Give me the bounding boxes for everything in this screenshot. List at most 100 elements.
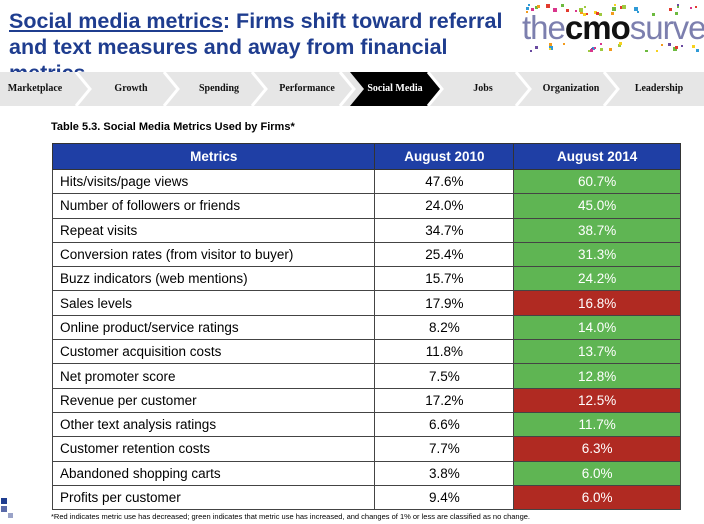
section-nav-arrows xyxy=(74,72,620,106)
logo-dot xyxy=(586,13,588,15)
table-row: Profits per customer 9.4% 6.0% xyxy=(51,484,681,511)
nav-active-arrow xyxy=(350,72,442,106)
header-august-2014: August 2014 xyxy=(513,143,681,170)
logo-dot xyxy=(652,13,655,16)
metric-name: Number of followers or friends xyxy=(51,193,376,219)
logo-dot xyxy=(526,11,528,13)
logo-dot xyxy=(661,44,663,46)
value-august-2014: 45.0% xyxy=(513,193,681,219)
section-nav: Marketplace Growth Spending Performance Soci… xyxy=(0,72,704,106)
nav-tab-organization[interactable]: Organization xyxy=(542,83,600,94)
nav-tab-growth[interactable]: Growth xyxy=(114,83,148,94)
logo-dot xyxy=(590,49,593,52)
nav-tab-social-media[interactable]: Social Media xyxy=(367,83,423,94)
metric-name: Online product/service ratings xyxy=(51,314,376,341)
logo-dot xyxy=(609,48,612,51)
table-row: Customer acquisition costs 11.8% 13.7% xyxy=(51,339,681,365)
logo-dot xyxy=(692,45,695,48)
table-row: Other text analysis ratings 6.6% 11.7% xyxy=(51,411,681,438)
metric-name: Abandoned shopping carts xyxy=(51,460,376,486)
logo-dot xyxy=(599,13,602,16)
metric-name: Revenue per customer xyxy=(51,387,376,413)
value-august-2010: 9.4% xyxy=(374,484,515,511)
logo-dot xyxy=(669,8,672,11)
logo-dot xyxy=(622,5,626,9)
logo-dot xyxy=(537,5,540,8)
logo-dot xyxy=(634,7,638,11)
nav-tab-performance[interactable]: Performance xyxy=(279,83,335,94)
logo-dot xyxy=(580,11,583,14)
value-august-2010: 6.6% xyxy=(374,411,515,438)
table-row: Number of followers or friends 24.0% 45.0% xyxy=(51,193,681,219)
nav-tab-jobs[interactable]: Jobs xyxy=(473,83,493,94)
logo-dot xyxy=(553,8,557,12)
value-august-2010: 24.0% xyxy=(374,193,515,219)
logo-dot xyxy=(546,4,550,8)
metric-name: Buzz indicators (web mentions) xyxy=(51,266,376,292)
table-row: Customer retention costs 7.7% 6.3% xyxy=(51,436,681,462)
value-august-2014: 12.5% xyxy=(513,387,681,413)
metric-name: Sales levels xyxy=(51,290,376,316)
logo-text-the: the xyxy=(522,9,566,46)
metric-name: Customer retention costs xyxy=(51,436,376,462)
table-row: Sales levels 17.9% 16.8% xyxy=(51,290,681,316)
table-row: Net promoter score 7.5% 12.8% xyxy=(51,363,681,389)
value-august-2010: 7.7% xyxy=(374,436,515,462)
logo-dot xyxy=(656,50,658,52)
value-august-2014: 24.2% xyxy=(513,266,681,292)
metric-name: Net promoter score xyxy=(51,363,376,389)
table-row: Abandoned shopping carts 3.8% 6.0% xyxy=(51,460,681,486)
logo-dot xyxy=(596,12,599,15)
table-row: Repeat visits 34.7% 38.7% xyxy=(51,217,681,243)
logo-dot xyxy=(594,47,596,49)
logo-dots-graphic xyxy=(526,4,699,52)
nav-tab-leadership[interactable]: Leadership xyxy=(634,83,684,94)
logo-dot xyxy=(695,6,697,8)
nav-tab-marketplace[interactable]: Marketplace xyxy=(7,83,63,94)
value-august-2014: 13.7% xyxy=(513,339,681,365)
value-august-2014: 6.3% xyxy=(513,436,681,462)
value-august-2010: 8.2% xyxy=(374,314,515,341)
logo-dot xyxy=(584,6,586,8)
slide-title-highlight: Social media metrics xyxy=(9,9,223,33)
logo-dot xyxy=(681,45,683,47)
logo-dot xyxy=(535,6,538,9)
logo-dot xyxy=(592,47,595,50)
logo-dot xyxy=(696,49,699,52)
value-august-2014: 60.7% xyxy=(513,168,681,195)
logo-dot xyxy=(600,43,602,45)
logo-dot xyxy=(566,9,569,12)
slide-title: Social media metrics: Firms shift toward… xyxy=(9,8,519,86)
table-row: Online product/service ratings 8.2% 14.0% xyxy=(51,314,681,341)
table-row: Hits/visits/page views 47.6% 60.7% xyxy=(51,168,681,195)
metric-name: Conversion rates (from visitor to buyer) xyxy=(51,241,376,268)
logo-dot xyxy=(612,7,616,11)
nav-separator-chevron xyxy=(74,72,92,106)
table-header-row: Metrics August 2010 August 2014 xyxy=(51,143,681,170)
nav-tab-spending[interactable]: Spending xyxy=(198,83,240,94)
logo-dot xyxy=(563,43,565,45)
metric-name: Hits/visits/page views xyxy=(51,168,376,195)
logo-dot xyxy=(530,50,532,52)
logo-dot xyxy=(677,4,679,6)
value-august-2014: 11.7% xyxy=(513,411,681,438)
nav-separator-chevron xyxy=(338,72,356,106)
table-caption: Table 5.3. Social Media Metrics Used by … xyxy=(51,121,295,133)
logo-dot xyxy=(561,4,564,7)
value-august-2010: 25.4% xyxy=(374,241,515,268)
logo-dot xyxy=(675,46,678,49)
value-august-2010: 17.2% xyxy=(374,387,515,413)
metric-name: Other text analysis ratings xyxy=(51,411,376,438)
logo-dot xyxy=(594,11,597,14)
value-august-2010: 11.8% xyxy=(374,339,515,365)
value-august-2014: 12.8% xyxy=(513,363,681,389)
value-august-2010: 15.7% xyxy=(374,266,515,292)
logo-dot xyxy=(619,42,622,45)
value-august-2014: 6.0% xyxy=(513,460,681,486)
logo-dot xyxy=(611,12,614,15)
metric-name: Customer acquisition costs xyxy=(51,339,376,365)
metric-name: Profits per customer xyxy=(51,484,376,511)
logo-dot xyxy=(531,8,534,11)
logo-dot xyxy=(588,50,591,52)
metric-name: Repeat visits xyxy=(51,217,376,243)
